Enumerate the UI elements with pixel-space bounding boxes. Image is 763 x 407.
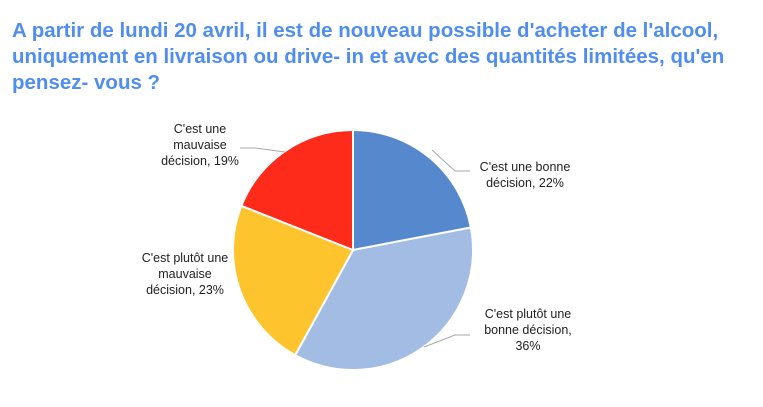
data-label-line: décision, 22% — [486, 176, 564, 190]
pie-slice — [293, 226, 474, 371]
data-label-line: décision, 19% — [161, 154, 239, 168]
data-label-line: mauvaise — [173, 138, 227, 152]
pie-slice — [240, 128, 354, 252]
leader-line — [431, 149, 470, 172]
leader-line — [240, 147, 286, 153]
leader-line — [423, 334, 470, 348]
data-label-line: C'est une — [174, 122, 226, 136]
data-label: C'est une mauvaise décision, 19% — [161, 122, 239, 168]
data-label-line: C'est plutôt une — [142, 251, 229, 265]
data-label-line: 36% — [515, 339, 540, 353]
data-label-line: bonne décision, — [484, 323, 572, 337]
data-label-line: mauvaise — [158, 267, 212, 281]
data-label-line: C'est une bonne — [480, 160, 571, 174]
data-label: C'est plutôt une mauvaise décision, 23% — [142, 251, 229, 297]
data-label-line: décision, 23% — [146, 283, 224, 297]
pie-slice — [352, 128, 473, 252]
data-label: C'est plutôt une bonne décision, 36% — [484, 307, 572, 353]
pie-slice — [232, 204, 355, 357]
data-label-line: C'est plutôt une — [485, 307, 572, 321]
chart-title: A partir de lundi 20 avril, il est de no… — [12, 19, 725, 94]
data-label: C'est une bonne décision, 22% — [480, 160, 571, 190]
